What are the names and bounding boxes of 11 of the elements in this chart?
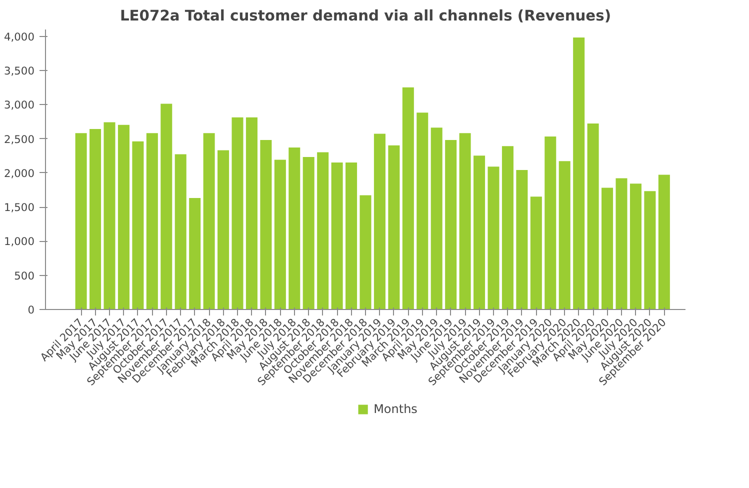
legend-label: Months: [374, 402, 418, 416]
y-tick-label: 3,500: [4, 64, 35, 78]
y-tick-label: 1,000: [4, 235, 35, 248]
y-tick-label: 3,000: [4, 98, 35, 112]
chart-title: LE072a Total customer demand via all channels (Revenues): [120, 8, 612, 24]
y-tick-label: 2,000: [4, 166, 35, 180]
y-tick-label: 2,500: [4, 132, 35, 146]
y-tick-label: 0: [28, 304, 35, 316]
y-tick-label: 4,000: [4, 30, 35, 44]
y-tick-label: 1,500: [4, 201, 35, 214]
y-tick-label: 500: [14, 269, 35, 282]
